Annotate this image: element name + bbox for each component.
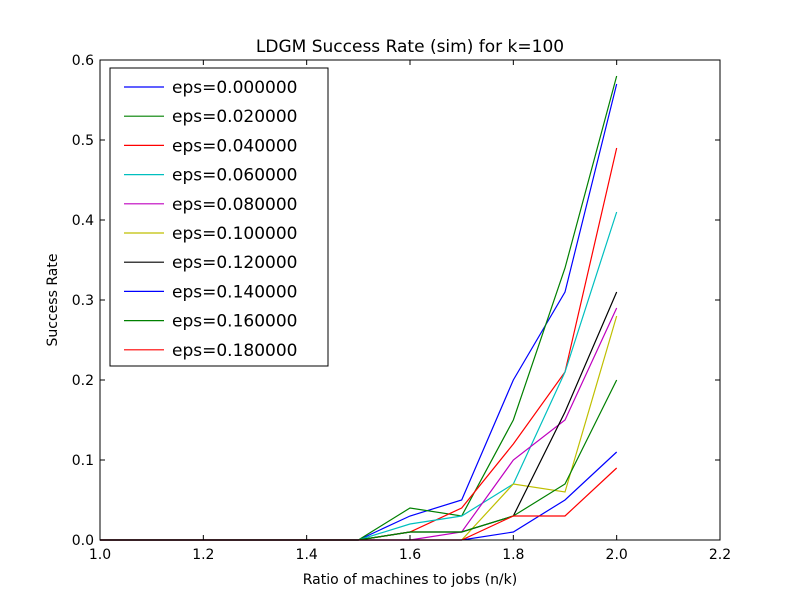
x-tick-label-6: 2.2 bbox=[709, 547, 731, 563]
x-tick-label-0: 1.0 bbox=[89, 547, 111, 563]
legend-label-5: eps=0.100000 bbox=[172, 224, 297, 244]
x-axis-label: Ratio of machines to jobs (n/k) bbox=[303, 572, 517, 588]
legend-label-1: eps=0.020000 bbox=[172, 107, 297, 127]
x-tick-label-4: 1.8 bbox=[502, 547, 524, 563]
y-tick-label-1: 0.1 bbox=[72, 453, 94, 469]
y-tick-label-4: 0.4 bbox=[72, 213, 94, 229]
y-tick-label-2: 0.2 bbox=[72, 373, 94, 389]
x-tick-label-3: 1.6 bbox=[399, 547, 421, 563]
legend-label-2: eps=0.040000 bbox=[172, 136, 297, 156]
ticks-layer: 1.0 1.2 1.4 1.6 1.8 2.0 2.2 0.0 0.1 0.2 0.3 0.4 0.5 0… bbox=[72, 53, 731, 563]
legend-label-6: eps=0.120000 bbox=[172, 253, 297, 273]
legend-label-3: eps=0.060000 bbox=[172, 166, 297, 186]
y-axis-label: Success Rate bbox=[45, 254, 61, 347]
legend-label-0: eps=0.000000 bbox=[172, 78, 297, 98]
y-tick-label-3: 0.3 bbox=[72, 293, 94, 309]
y-tick-label-5: 0.5 bbox=[72, 133, 94, 149]
chart-title: LDGM Success Rate (sim) for k=100 bbox=[256, 37, 564, 57]
y-tick-label-0: 0.0 bbox=[72, 533, 94, 549]
legend-label-7: eps=0.140000 bbox=[172, 282, 297, 302]
legend-label-8: eps=0.160000 bbox=[172, 312, 297, 332]
y-tick-label-6: 0.6 bbox=[72, 53, 94, 69]
legend-label-4: eps=0.080000 bbox=[172, 195, 297, 215]
x-tick-label-1: 1.2 bbox=[192, 547, 214, 563]
legend-label-9: eps=0.180000 bbox=[172, 341, 297, 361]
legend-box bbox=[109, 67, 329, 367]
x-tick-label-2: 1.4 bbox=[296, 547, 318, 563]
x-tick-label-5: 2.0 bbox=[606, 547, 628, 563]
legend: eps=0.000000 eps=0.020000 eps=0.040000 eps=… bbox=[109, 67, 329, 367]
